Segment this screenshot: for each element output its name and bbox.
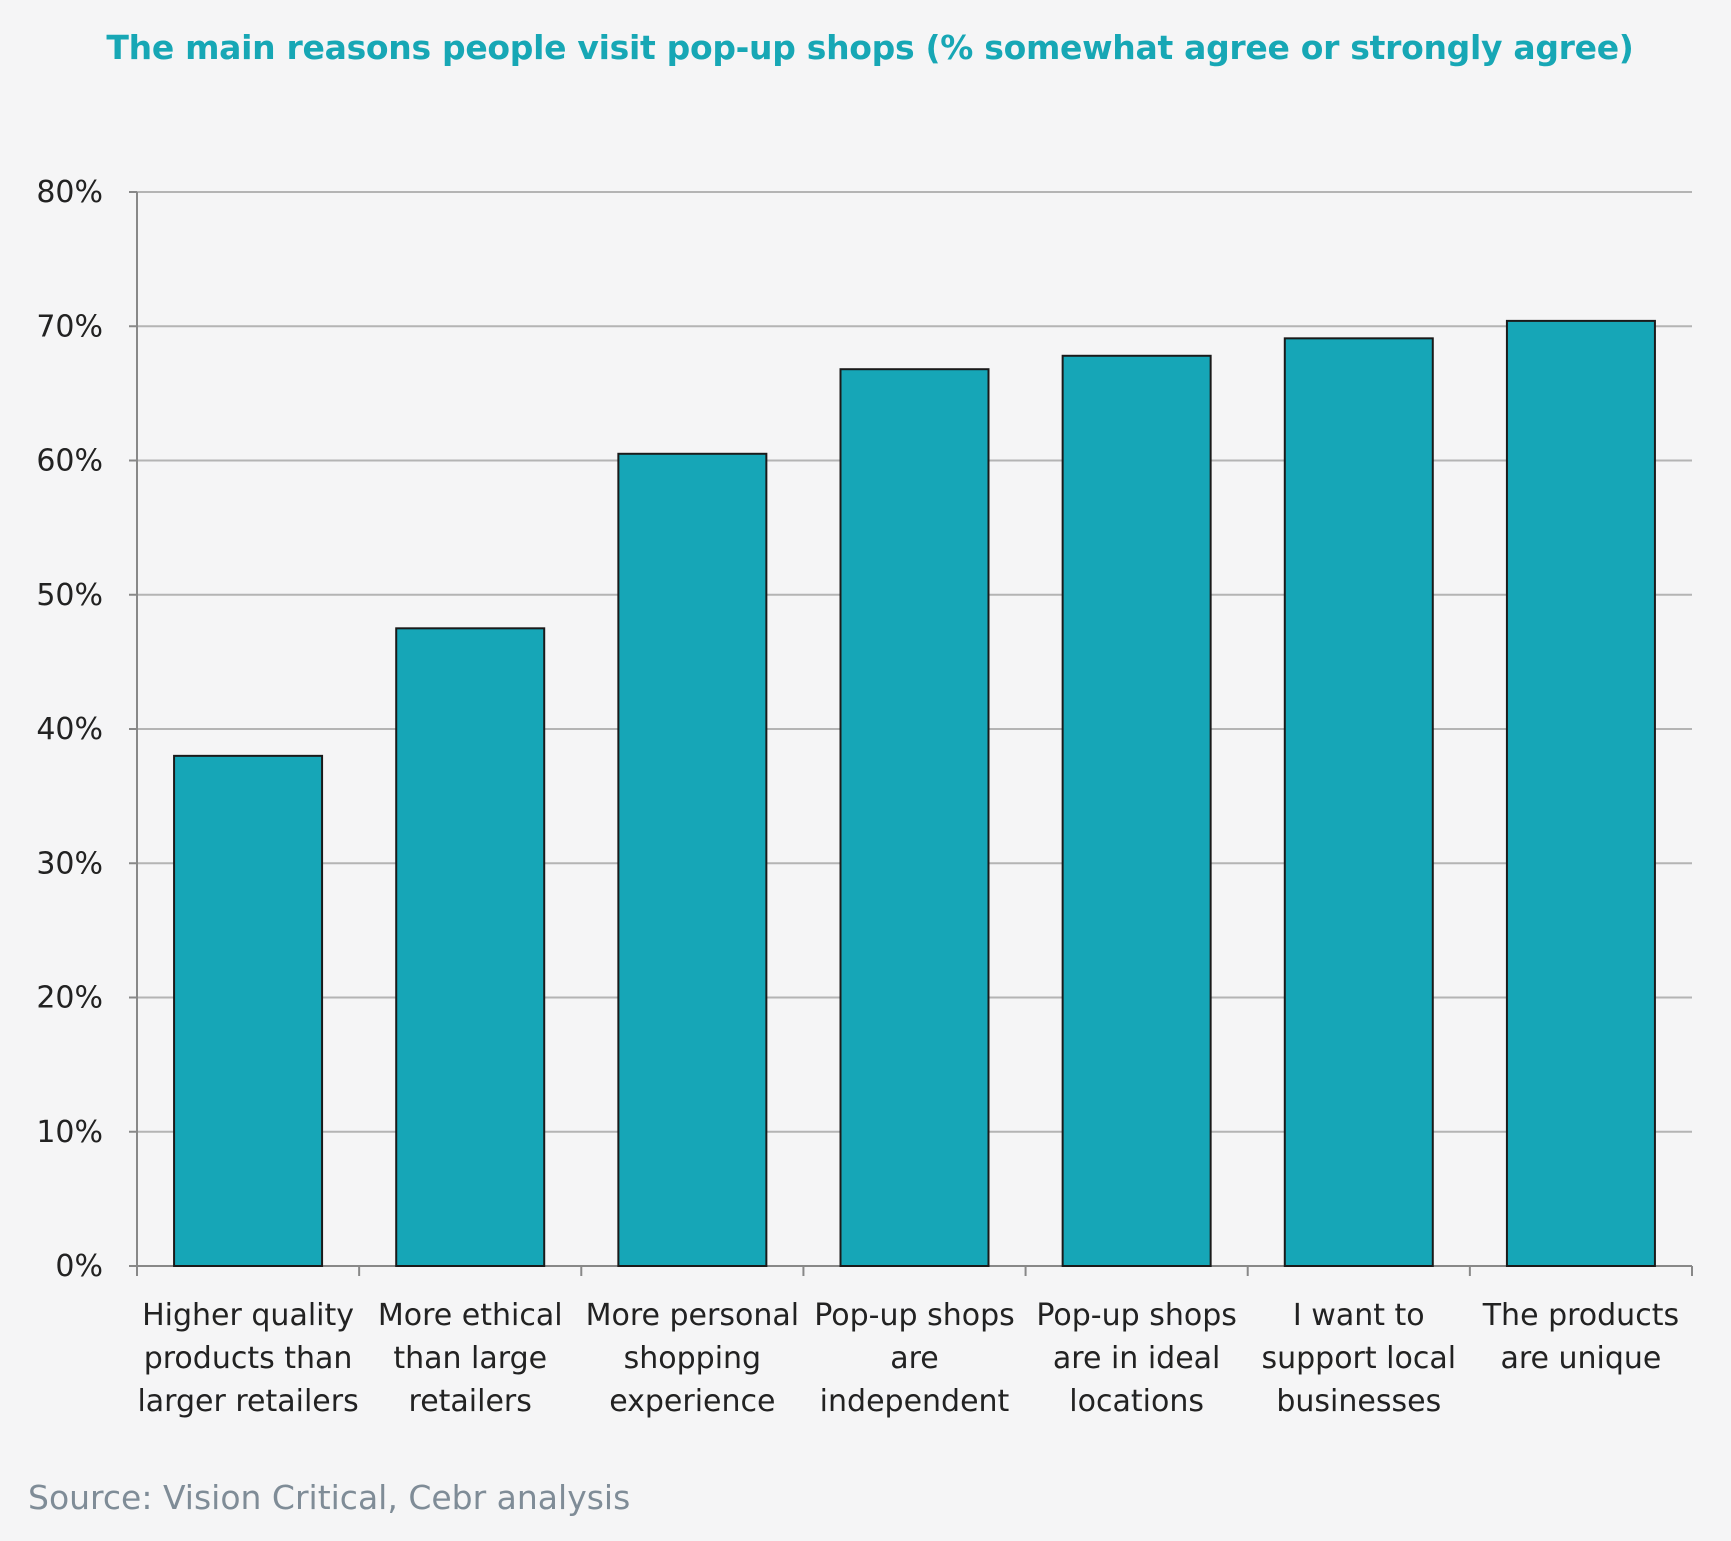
x-category-label-line: support local: [1261, 1341, 1456, 1376]
x-category-labels: Higher quality products than larger retail…: [137, 1298, 1679, 1419]
x-category-label-line: are: [890, 1341, 939, 1376]
bar: [1505, 319, 1656, 1267]
y-tick-label: 30%: [36, 846, 103, 881]
x-category-label-line: independent: [820, 1384, 1010, 1419]
x-category-label-line: products than: [144, 1341, 353, 1376]
x-category-label-line: The products: [1482, 1298, 1679, 1333]
bar: [1061, 354, 1212, 1268]
x-category-label-line: larger retailers: [137, 1384, 358, 1419]
x-category-label-line: than large: [393, 1341, 547, 1376]
bar: [173, 754, 324, 1267]
x-category-label: The products are unique: [1482, 1298, 1679, 1376]
chart-title: The main reasons people visit pop-up sho…: [106, 28, 1634, 67]
y-tick-label: 10%: [36, 1115, 103, 1150]
x-category-label-line: More ethical: [378, 1298, 563, 1333]
x-category-label: Higher quality products than larger retail…: [137, 1298, 358, 1419]
x-category-label-line: I want to: [1293, 1298, 1425, 1333]
y-tick-label: 0%: [55, 1249, 103, 1284]
x-category-label: Pop-up shops are in ideal locations: [1036, 1298, 1237, 1419]
x-category-label-line: are in ideal: [1053, 1341, 1221, 1376]
x-category-label-line: retailers: [409, 1384, 532, 1419]
y-tick-label: 60%: [36, 444, 103, 479]
x-category-label-line: are unique: [1500, 1341, 1661, 1376]
y-tick-labels: 0% 10% 20% 30% 40% 50% 60% 70% 80%: [36, 175, 103, 1284]
y-tick-label: 40%: [36, 712, 103, 747]
bars: [173, 319, 1656, 1268]
x-category-label-line: Higher quality: [142, 1298, 354, 1333]
x-category-label-line: experience: [609, 1384, 775, 1419]
x-category-label: I want to support local businesses: [1261, 1298, 1456, 1419]
y-tick-label: 80%: [36, 175, 103, 210]
x-category-label: More personal shopping experience: [586, 1298, 799, 1419]
bar: [1283, 337, 1434, 1267]
y-tick-label: 50%: [36, 578, 103, 613]
y-tick-label: 20%: [36, 981, 103, 1016]
bar: [617, 452, 768, 1268]
x-category-label-line: shopping: [624, 1341, 761, 1376]
x-category-label-line: Pop-up shops: [1036, 1298, 1237, 1333]
x-category-label-line: More personal: [586, 1298, 799, 1333]
x-category-label: Pop-up shops are independent: [814, 1298, 1015, 1419]
y-tick-label: 70%: [36, 309, 103, 344]
x-category-label-line: locations: [1069, 1384, 1204, 1419]
x-category-label: More ethical than large retailers: [378, 1298, 563, 1419]
source-note: Source: Vision Critical, Cebr analysis: [28, 1478, 631, 1517]
x-category-label-line: Pop-up shops: [814, 1298, 1015, 1333]
bar: [395, 627, 546, 1267]
bar: [839, 368, 990, 1267]
x-category-label-line: businesses: [1276, 1384, 1441, 1419]
